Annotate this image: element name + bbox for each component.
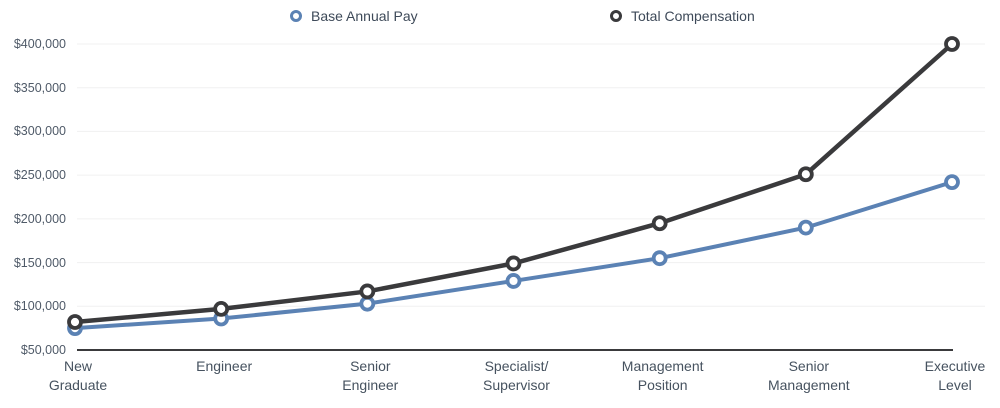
y-tick-label: $50,000: [20, 343, 66, 357]
category-label: Engineer: [196, 358, 253, 374]
legend-label: Base Annual Pay: [311, 8, 418, 24]
ring-circle-icon: [290, 10, 302, 22]
y-tick-label: $150,000: [13, 255, 66, 270]
category-label: Specialist/Supervisor: [483, 358, 550, 393]
legend-label: Total Compensation: [631, 8, 755, 24]
data-point-marker[interactable]: [359, 295, 376, 312]
data-point-marker[interactable]: [213, 301, 230, 317]
legend-item-base-pay[interactable]: Base Annual Pay: [290, 7, 418, 25]
legend-item-total-compensation[interactable]: Total Compensation: [610, 7, 755, 25]
y-tick-label: $400,000: [13, 37, 66, 51]
data-point-marker[interactable]: [944, 36, 960, 52]
y-tick-label: $200,000: [13, 211, 66, 226]
category-label: Senior Management: [767, 358, 850, 393]
data-point-marker[interactable]: [651, 250, 668, 267]
data-point-marker[interactable]: [944, 174, 960, 191]
y-tick-label: $100,000: [13, 299, 66, 314]
category-label: Executive Level: [924, 358, 986, 393]
y-tick-label: $250,000: [13, 168, 66, 183]
category-label: Senior Engineer: [342, 358, 399, 393]
data-point-marker[interactable]: [505, 255, 522, 272]
data-point-marker[interactable]: [67, 314, 83, 330]
category-label: Management Position: [621, 358, 704, 393]
data-point-marker[interactable]: [651, 215, 668, 232]
ring-circle-icon: [610, 10, 622, 22]
category-label: New Graduate: [48, 358, 108, 393]
data-point-marker[interactable]: [505, 273, 522, 289]
data-point-marker[interactable]: [797, 166, 814, 183]
data-point-marker[interactable]: [359, 283, 376, 300]
y-tick-label: $350,000: [13, 80, 66, 95]
data-point-marker[interactable]: [797, 219, 814, 236]
y-tick-label: $300,000: [13, 124, 66, 139]
